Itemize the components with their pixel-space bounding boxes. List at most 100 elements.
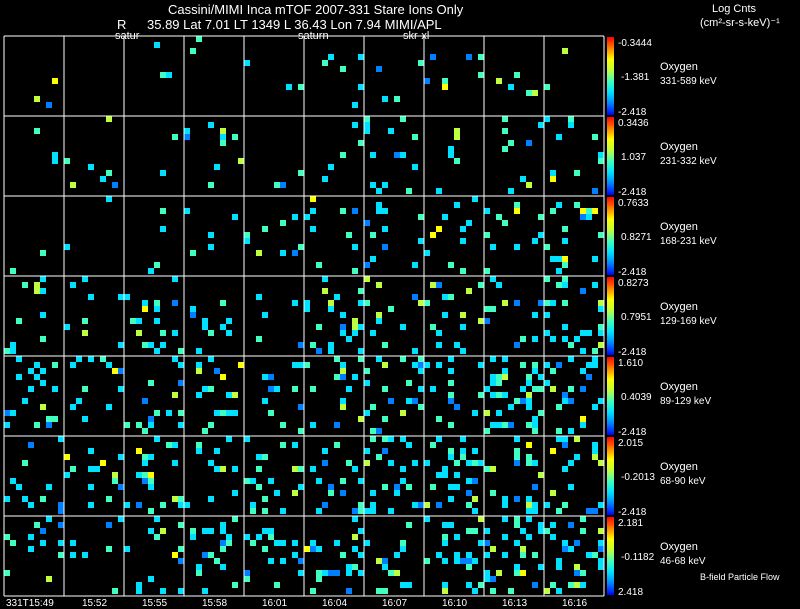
heatmap-cell: [178, 348, 184, 354]
heatmap-cell: [292, 442, 298, 448]
heatmap-cell: [346, 588, 352, 594]
heatmap-cell: [550, 368, 556, 374]
heatmap-cell: [406, 442, 412, 448]
heatmap-cell: [208, 356, 214, 362]
heatmap-cell: [598, 232, 604, 238]
heatmap-cell: [490, 392, 496, 398]
heatmap-cell: [322, 448, 328, 454]
heatmap-cell: [256, 534, 262, 540]
heatmap-cell: [460, 558, 466, 564]
heatmap-cell: [340, 208, 346, 214]
heatmap-cell: [226, 534, 232, 540]
heatmap-cell: [16, 356, 22, 362]
heatmap-cell: [40, 368, 46, 374]
heatmap-cell: [562, 238, 568, 244]
heatmap-cell: [544, 276, 550, 282]
heatmap-cell: [592, 508, 598, 514]
heatmap-cell: [598, 546, 604, 552]
time-tick-label: 331T15:49: [6, 598, 54, 609]
heatmap-cell: [568, 386, 574, 392]
heatmap-cell: [40, 496, 46, 502]
heatmap-cell: [334, 570, 340, 576]
heatmap-cell: [526, 502, 532, 508]
heatmap-cell: [70, 282, 76, 288]
heatmap-cell: [352, 374, 358, 380]
heatmap-cell: [244, 478, 250, 484]
heatmap-cell: [52, 152, 58, 158]
heatmap-cell: [472, 588, 478, 594]
heatmap-cell: [436, 436, 442, 442]
heatmap-cell: [148, 472, 154, 478]
heatmap-cell: [514, 244, 520, 250]
heatmap-cell: [352, 466, 358, 472]
heatmap-cell: [232, 392, 238, 398]
heatmap-cell: [154, 348, 160, 354]
heatmap-cell: [106, 170, 112, 176]
heatmap-cell: [226, 410, 232, 416]
heatmap-cell: [172, 134, 178, 140]
heatmap-cell: [562, 300, 568, 306]
heatmap-cell: [352, 564, 358, 570]
time-tick-label: 16:10: [442, 598, 467, 609]
heatmap-cell: [442, 534, 448, 540]
heatmap-cell: [412, 362, 418, 368]
heatmap-cell: [172, 552, 178, 558]
heatmap-cell: [46, 576, 52, 582]
heatmap-cell: [514, 300, 520, 306]
heatmap-cell: [220, 522, 226, 528]
heatmap-cell: [142, 398, 148, 404]
heatmap-cell: [190, 306, 196, 312]
heatmap-cell: [256, 250, 262, 256]
heatmap-cell: [184, 134, 190, 140]
heatmap-cell: [244, 534, 250, 540]
heatmap-cell: [208, 460, 214, 466]
heatmap-cell: [568, 460, 574, 466]
heatmap-cell: [418, 60, 424, 66]
heatmap-cell: [214, 368, 220, 374]
heatmap-cell: [364, 508, 370, 514]
heatmap-cell: [424, 300, 430, 306]
heatmap-cell: [100, 356, 106, 362]
heatmap-cell: [142, 300, 148, 306]
colorbar: [607, 197, 614, 275]
heatmap-cell: [562, 546, 568, 552]
heatmap-cell: [418, 386, 424, 392]
heatmap-cell: [448, 448, 454, 454]
heatmap-cell: [376, 588, 382, 594]
heatmap-cell: [382, 342, 388, 348]
heatmap-cell: [358, 300, 364, 306]
heatmap-cell: [298, 342, 304, 348]
heatmap-cell: [442, 312, 448, 318]
heatmap-cell: [460, 268, 466, 274]
heatmap-cell: [256, 336, 262, 342]
colorbars: -0.3444-1.381-2.4180.34361.037-2.4180.76…: [607, 37, 655, 598]
heatmap-cell: [442, 588, 448, 594]
heatmap-cell: [154, 516, 160, 522]
heatmap-cell: [484, 552, 490, 558]
heatmap-cell: [448, 422, 454, 428]
heatmap-cell: [208, 528, 214, 534]
heatmap-cell: [10, 410, 16, 416]
heatmap-cell: [478, 516, 484, 522]
heatmap-cell: [88, 294, 94, 300]
heatmap-cell: [232, 134, 238, 140]
heatmap-cell: [472, 528, 478, 534]
heatmap-cell: [112, 588, 118, 594]
heatmap-cell: [64, 472, 70, 478]
heatmap-cell: [538, 410, 544, 416]
heatmap-cell: [232, 410, 238, 416]
heatmap-cell: [514, 454, 520, 460]
heatmap-cell: [550, 170, 556, 176]
heatmap-cell: [520, 176, 526, 182]
heatmap-cell: [592, 404, 598, 410]
heatmap-cell: [178, 410, 184, 416]
heatmap-cell: [478, 392, 484, 398]
heatmap-cell: [292, 214, 298, 220]
heatmap-cell: [58, 436, 64, 442]
heatmap-cell: [220, 128, 226, 134]
heatmap-cell: [340, 66, 346, 72]
time-tick-label: 16:01: [262, 598, 287, 609]
heatmap-cell: [574, 540, 580, 546]
heatmap-cell: [130, 318, 136, 324]
heatmap-cell: [232, 466, 238, 472]
